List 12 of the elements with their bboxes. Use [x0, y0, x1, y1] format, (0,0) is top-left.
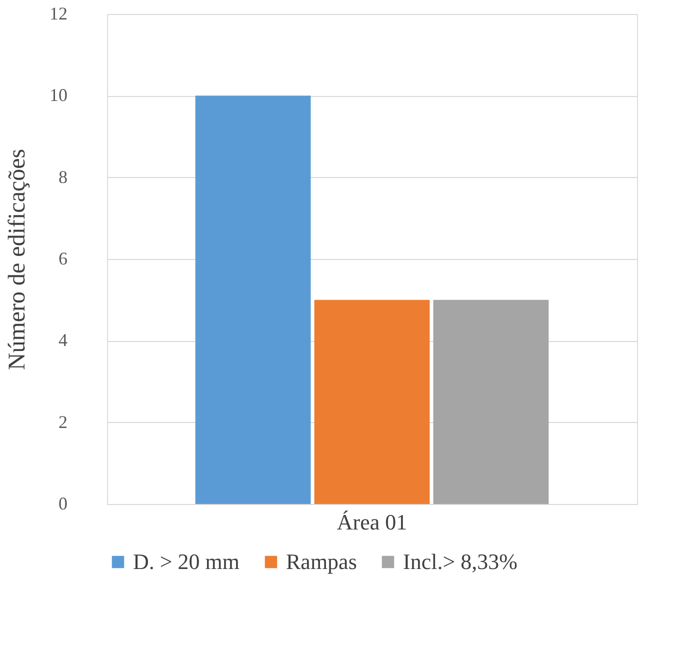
- y-tick-label: 4: [58, 330, 68, 350]
- y-tick-label: 6: [58, 248, 68, 268]
- legend-label: Rampas: [286, 549, 357, 574]
- y-tick-label: 0: [58, 494, 68, 514]
- legend-label: Incl.> 8,33%: [403, 549, 518, 574]
- y-tick-label: 12: [50, 4, 68, 24]
- x-tick-label: Área 01: [336, 510, 408, 534]
- y-tick-label: 10: [50, 85, 68, 106]
- y-tick-label: 2: [58, 412, 68, 432]
- y-axis-title: Número de edificações: [4, 148, 30, 370]
- y-tick-label: 8: [58, 166, 68, 187]
- legend-label: D. > 20 mm: [133, 549, 240, 574]
